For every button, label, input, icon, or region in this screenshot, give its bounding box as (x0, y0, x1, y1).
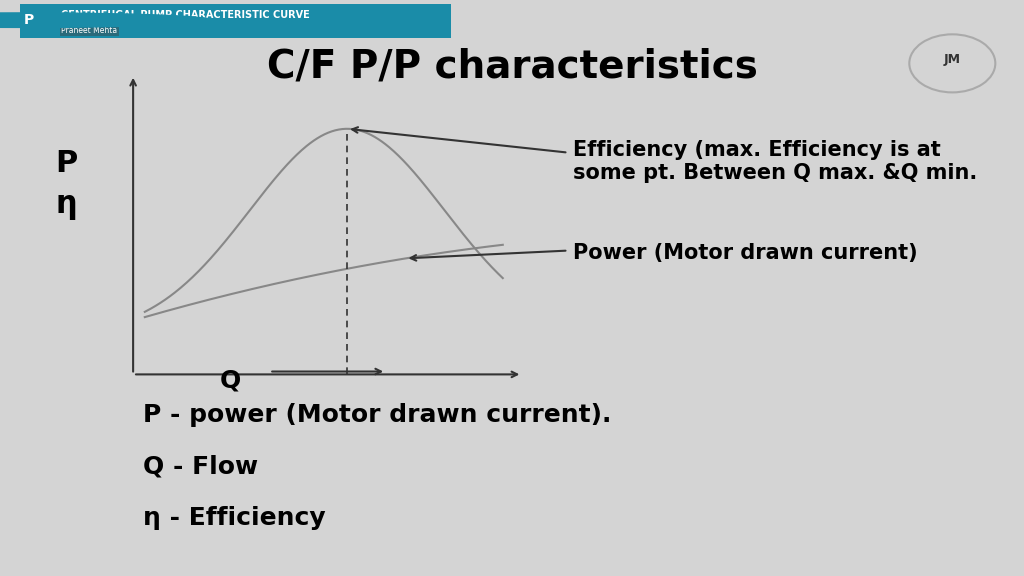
Text: C/F P/P characteristics: C/F P/P characteristics (266, 47, 758, 85)
Text: CENTRIFUGAL PUMP CHARACTERISTIC CURVE: CENTRIFUGAL PUMP CHARACTERISTIC CURVE (61, 10, 310, 20)
Text: JM: JM (944, 54, 961, 66)
Text: Power (Motor drawn current): Power (Motor drawn current) (573, 244, 919, 263)
Text: Efficiency (max. Efficiency is at
some pt. Between Q max. &Q min.: Efficiency (max. Efficiency is at some p… (573, 140, 978, 183)
Text: η - Efficiency: η - Efficiency (143, 506, 326, 530)
Text: P
η: P η (55, 149, 78, 219)
Text: P - power (Motor drawn current).: P - power (Motor drawn current). (143, 403, 611, 427)
Text: Praneet Mehta: Praneet Mehta (61, 26, 118, 35)
Text: Q - Flow: Q - Flow (143, 454, 258, 479)
Text: P: P (24, 13, 34, 27)
Text: Q: Q (220, 368, 241, 392)
Circle shape (0, 13, 213, 28)
FancyBboxPatch shape (20, 4, 451, 38)
